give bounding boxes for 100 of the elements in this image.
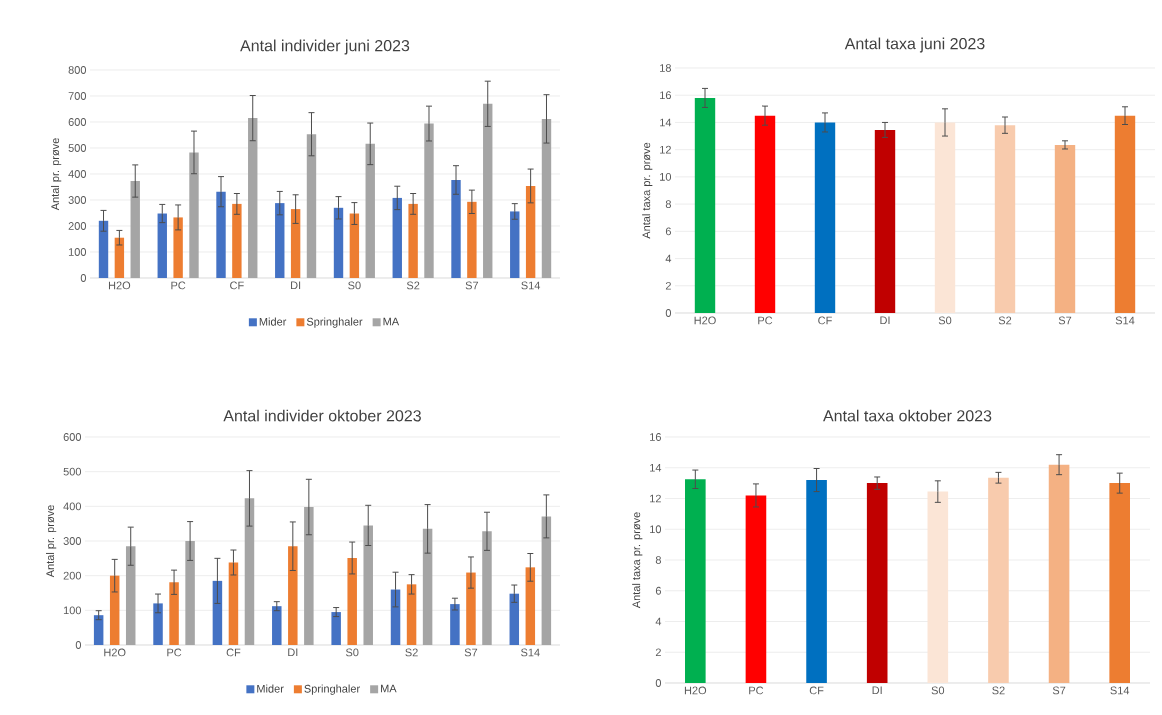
y-tick-label: 6	[655, 586, 661, 595]
y-axis-title: Antal taxa pr. prøve	[642, 142, 653, 239]
bar	[525, 567, 536, 645]
bar	[745, 495, 767, 683]
chart-title: Antal taxa oktober 2023	[823, 409, 992, 422]
x-tick-label: S14	[1115, 316, 1135, 325]
x-tick-label: H2O	[108, 281, 131, 290]
bar	[988, 477, 1009, 683]
bar	[392, 197, 402, 278]
x-tick-label: DI	[291, 281, 301, 290]
bar	[541, 118, 552, 278]
bar	[272, 606, 282, 645]
x-tick-label: S0	[348, 281, 361, 290]
y-tick-label: 800	[68, 66, 87, 74]
bar	[1048, 464, 1070, 683]
y-tick-label: 400	[68, 170, 87, 178]
bar	[390, 589, 401, 645]
x-tick-label: S2	[406, 281, 420, 290]
legend-label: Mider	[257, 684, 284, 693]
y-tick-label: 500	[68, 144, 87, 152]
y-tick-label: 700	[68, 92, 87, 100]
bar	[153, 603, 163, 645]
bar	[483, 103, 493, 278]
bar	[169, 582, 179, 645]
bar	[754, 115, 776, 313]
legend-label: MA	[383, 317, 400, 326]
bar	[189, 152, 199, 278]
x-tick-label: CF	[818, 316, 832, 325]
y-tick-label: 500	[63, 467, 82, 476]
bar	[482, 531, 492, 645]
x-tick-label: PC	[758, 316, 773, 325]
legend-label: Mider	[259, 317, 287, 326]
y-tick-label: 0	[80, 274, 87, 282]
legend-label: Springhaler	[304, 684, 360, 695]
y-tick-label: 8	[655, 556, 661, 564]
y-tick-label: 200	[68, 222, 87, 230]
bar	[363, 525, 373, 645]
x-tick-label: S7	[464, 648, 478, 657]
x-tick-label: S0	[938, 316, 952, 325]
bar	[934, 122, 956, 313]
bar	[157, 213, 167, 278]
bar	[525, 185, 536, 278]
bar	[1109, 483, 1130, 683]
y-axis-title: Antal pr. prøve	[51, 138, 62, 211]
bar	[290, 209, 301, 278]
y-tick-label: 16	[660, 91, 671, 100]
bar	[467, 201, 477, 278]
bar	[866, 483, 888, 683]
x-tick-label: S2	[992, 686, 1005, 695]
chart-title: Antal individer oktober 2023	[223, 409, 421, 422]
bar	[406, 584, 417, 645]
bar	[216, 191, 226, 278]
y-tick-label: 300	[63, 537, 82, 545]
x-tick-label: H2O	[694, 316, 716, 325]
bar	[347, 557, 357, 645]
bar	[244, 498, 255, 645]
y-tick-label: 4	[655, 617, 662, 626]
y-tick-label: 2	[655, 648, 661, 657]
bar	[109, 575, 120, 645]
y-axis-title: Antal taxa pr. prøve	[632, 512, 643, 609]
bar	[248, 118, 258, 278]
bar	[1114, 115, 1136, 313]
x-tick-label: PC	[749, 686, 764, 695]
x-tick-label: S2	[998, 316, 1012, 325]
x-tick-label: S7	[1052, 686, 1066, 695]
bar	[927, 491, 949, 683]
y-tick-label: 4	[665, 254, 672, 263]
bar	[424, 123, 434, 278]
bar	[365, 143, 375, 278]
bar	[1054, 144, 1076, 313]
bar	[93, 615, 104, 645]
x-tick-label: DI	[880, 316, 890, 325]
x-tick-label: PC	[171, 281, 186, 290]
bar	[125, 546, 136, 645]
x-tick-label: DI	[872, 686, 882, 695]
y-tick-label: 0	[75, 641, 82, 649]
bar	[228, 562, 239, 645]
x-tick-label: H2O	[684, 686, 707, 695]
chart-title: Antal individer juni 2023	[240, 39, 410, 55]
y-tick-label: 8	[665, 200, 671, 208]
bar	[304, 507, 314, 645]
chart-title: Antal taxa juni 2023	[844, 37, 985, 53]
x-tick-label: DI	[288, 648, 298, 657]
legend-label: MA	[381, 684, 397, 693]
x-tick-label: CF	[230, 281, 244, 290]
y-tick-label: 0	[665, 309, 672, 317]
y-tick-label: 600	[68, 118, 87, 126]
y-tick-label: 10	[650, 525, 662, 534]
bar	[451, 179, 461, 278]
y-tick-label: 600	[63, 433, 82, 441]
y-tick-label: 100	[68, 248, 87, 256]
y-tick-label: 6	[665, 227, 671, 236]
legend-label: Springhaler	[306, 317, 363, 328]
bar	[306, 134, 317, 278]
bar	[994, 125, 1016, 313]
y-tick-label: 400	[63, 502, 82, 511]
bar	[173, 217, 183, 278]
bar	[422, 528, 433, 645]
x-tick-label: CF	[226, 648, 241, 657]
y-axis-title: Antal pr. prøve	[46, 505, 57, 578]
